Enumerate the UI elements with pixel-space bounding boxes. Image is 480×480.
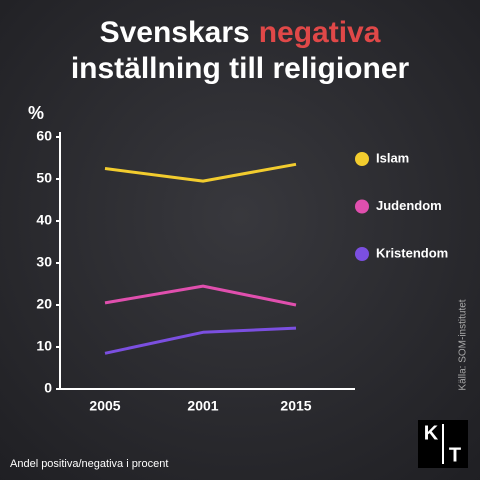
legend-label: Islam	[376, 150, 409, 165]
y-tick-label: 30	[36, 254, 52, 270]
y-tick-label: 10	[36, 338, 52, 354]
chart-title: Svenskars negativa	[100, 16, 381, 49]
x-tick-label: 2015	[280, 398, 311, 414]
legend-label: Kristendom	[376, 245, 448, 260]
series-line	[104, 326, 297, 355]
legend-marker	[355, 247, 369, 261]
legend-marker	[355, 199, 369, 214]
x-tick-label: 2001	[187, 398, 218, 414]
series-line	[104, 284, 297, 307]
title-part: Svenskars	[100, 16, 250, 49]
series-line	[104, 162, 297, 183]
y-tick-label: 50	[36, 170, 52, 186]
legend-marker	[355, 152, 369, 166]
logo-letter: K	[424, 422, 439, 444]
y-tick-label: 40	[36, 212, 52, 228]
footnote: Andel positiva/negativa i procent	[10, 458, 168, 470]
y-tick-label: 20	[36, 296, 52, 312]
chart-title: inställning till religioner	[71, 52, 410, 85]
y-tick-label: 60	[36, 128, 52, 144]
title-highlight: negativa	[259, 16, 381, 49]
legend-label: Judendom	[376, 198, 442, 213]
source: Källa: SOM-institutet	[458, 299, 469, 390]
y-unit: %	[28, 103, 44, 123]
logo-letter: T	[449, 444, 461, 466]
x-tick-label: 2005	[89, 398, 120, 414]
y-tick-label: 0	[44, 380, 52, 396]
